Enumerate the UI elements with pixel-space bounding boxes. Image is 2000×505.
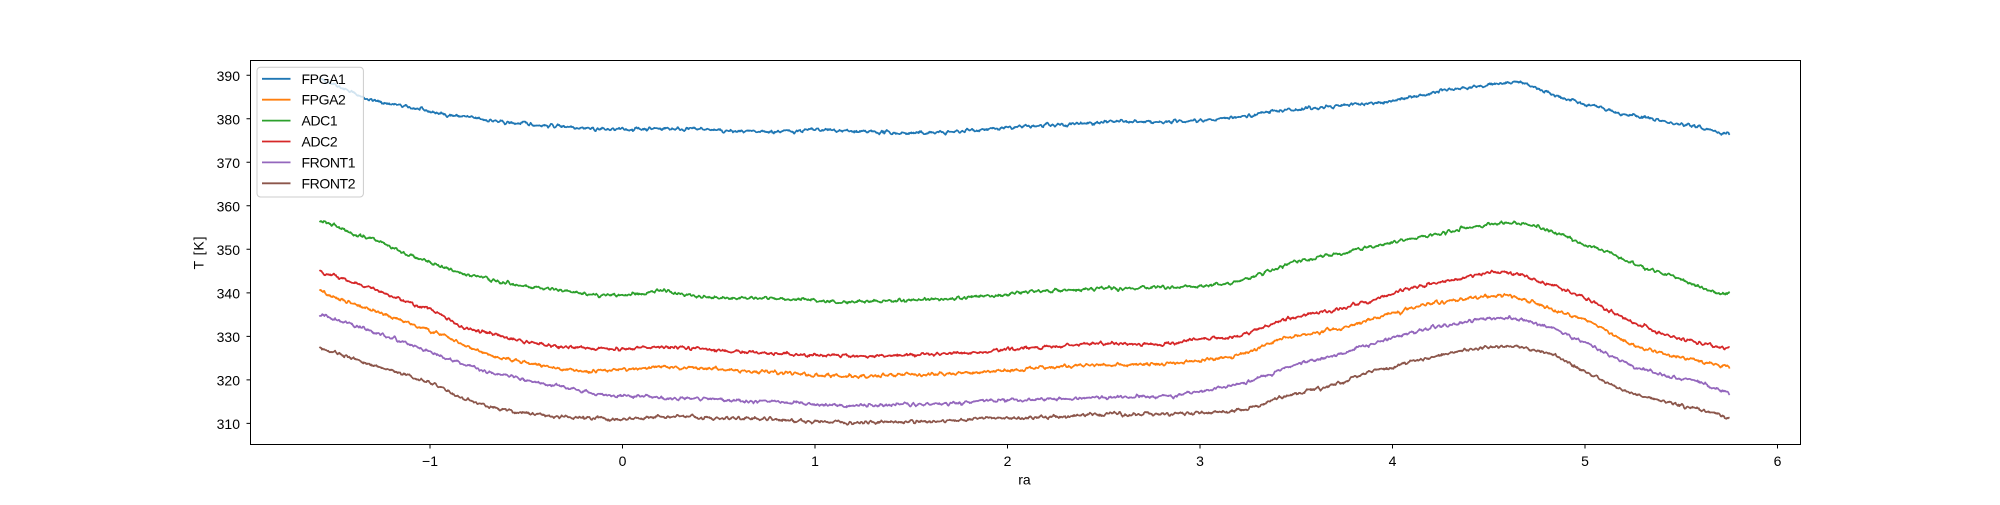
svg-text:ADC2: ADC2	[302, 134, 338, 150]
svg-text:T [K]: T [K]	[191, 236, 207, 270]
svg-text:340: 340	[217, 286, 241, 302]
svg-text:330: 330	[217, 329, 241, 345]
svg-text:4: 4	[1389, 453, 1397, 469]
svg-text:ADC1: ADC1	[302, 113, 338, 129]
svg-text:−1: −1	[422, 453, 438, 469]
svg-text:0: 0	[619, 453, 627, 469]
svg-text:FPGA2: FPGA2	[302, 92, 347, 108]
svg-text:370: 370	[217, 155, 241, 171]
svg-text:320: 320	[217, 373, 241, 389]
svg-text:5: 5	[1581, 453, 1589, 469]
svg-text:350: 350	[217, 242, 241, 258]
svg-text:2: 2	[1004, 453, 1012, 469]
svg-text:3: 3	[1196, 453, 1204, 469]
svg-text:ra: ra	[1018, 472, 1031, 488]
svg-text:390: 390	[217, 68, 241, 84]
svg-text:1: 1	[811, 453, 819, 469]
svg-text:FPGA1: FPGA1	[302, 71, 347, 87]
svg-text:6: 6	[1774, 453, 1782, 469]
svg-text:FRONT2: FRONT2	[302, 175, 356, 191]
svg-text:380: 380	[217, 111, 241, 127]
svg-text:360: 360	[217, 198, 241, 214]
svg-text:310: 310	[217, 416, 241, 432]
svg-text:FRONT1: FRONT1	[302, 154, 356, 170]
